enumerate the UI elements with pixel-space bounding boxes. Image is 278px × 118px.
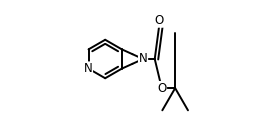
Text: N: N: [139, 53, 147, 65]
Text: O: O: [155, 14, 164, 27]
Text: N: N: [84, 62, 92, 75]
Text: O: O: [157, 82, 166, 95]
